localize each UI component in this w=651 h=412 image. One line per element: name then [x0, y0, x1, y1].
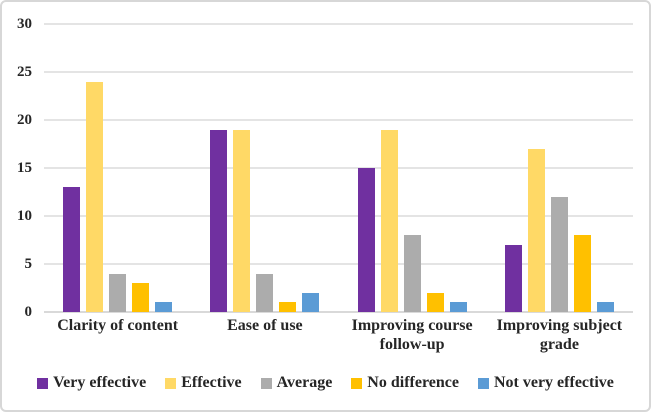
legend-swatch-icon: [477, 378, 489, 389]
y-tick-label: 30: [17, 16, 32, 32]
legend-swatch-icon: [351, 378, 363, 389]
gridline: [44, 71, 633, 73]
bar: [449, 302, 467, 312]
legend-swatch-icon: [260, 378, 272, 389]
legend: Very effective Effective Average No differe…: [2, 370, 649, 396]
legend-swatch-icon: [165, 378, 177, 389]
bar-group: [339, 24, 486, 312]
bar: [86, 81, 104, 312]
x-axis-labels: Clarity of content Ease of use Improving c…: [44, 316, 633, 354]
bar: [210, 129, 228, 312]
bar: [527, 148, 545, 312]
bar: [596, 302, 614, 312]
legend-label: Very effective: [53, 374, 147, 391]
gridline: [44, 215, 633, 217]
x-category-label: Improving course follow-up: [351, 317, 473, 353]
legend-label: Not very effective: [493, 374, 614, 391]
y-tick-label: 25: [17, 64, 32, 80]
legend-item: Effective: [165, 374, 242, 392]
y-tick-label: 20: [17, 112, 32, 128]
plot-area: [44, 23, 633, 313]
y-tick-label: 5: [24, 256, 33, 272]
bar: [155, 302, 173, 312]
bar-groups: [44, 24, 633, 312]
bar: [573, 235, 591, 312]
bar: [550, 196, 568, 312]
bar: [109, 273, 127, 312]
bar: [357, 168, 375, 312]
legend-label: Average: [276, 374, 333, 391]
bar: [504, 244, 522, 312]
legend-item: No difference: [351, 374, 459, 392]
x-category-label: Clarity of content: [57, 317, 179, 334]
gridline: [44, 119, 633, 121]
bar: [403, 235, 421, 312]
legend-swatch-icon: [37, 378, 49, 389]
gridline: [44, 263, 633, 265]
bar: [132, 283, 150, 312]
y-tick-label: 0: [24, 304, 33, 320]
y-tick-label: 10: [17, 208, 32, 224]
bar: [63, 187, 81, 312]
legend-label: No difference: [367, 374, 459, 391]
bar-group: [191, 24, 338, 312]
y-tick-label: 15: [17, 160, 32, 176]
bar: [380, 129, 398, 312]
bar: [279, 302, 297, 312]
bar-group: [44, 24, 191, 312]
bar: [426, 292, 444, 312]
gridline: [44, 23, 633, 25]
bar: [302, 292, 320, 312]
legend-item: Not very effective: [477, 374, 614, 392]
legend-label: Effective: [181, 374, 242, 391]
legend-item: Very effective: [37, 374, 146, 392]
gridline: [44, 167, 633, 169]
x-category-label: Improving subject grade: [496, 317, 623, 353]
x-axis-line: [44, 311, 633, 313]
bar: [256, 273, 274, 312]
legend-item: Average: [260, 374, 333, 392]
bar: [233, 129, 251, 312]
bar-group: [486, 24, 633, 312]
x-category-label: Ease of use: [227, 317, 303, 334]
